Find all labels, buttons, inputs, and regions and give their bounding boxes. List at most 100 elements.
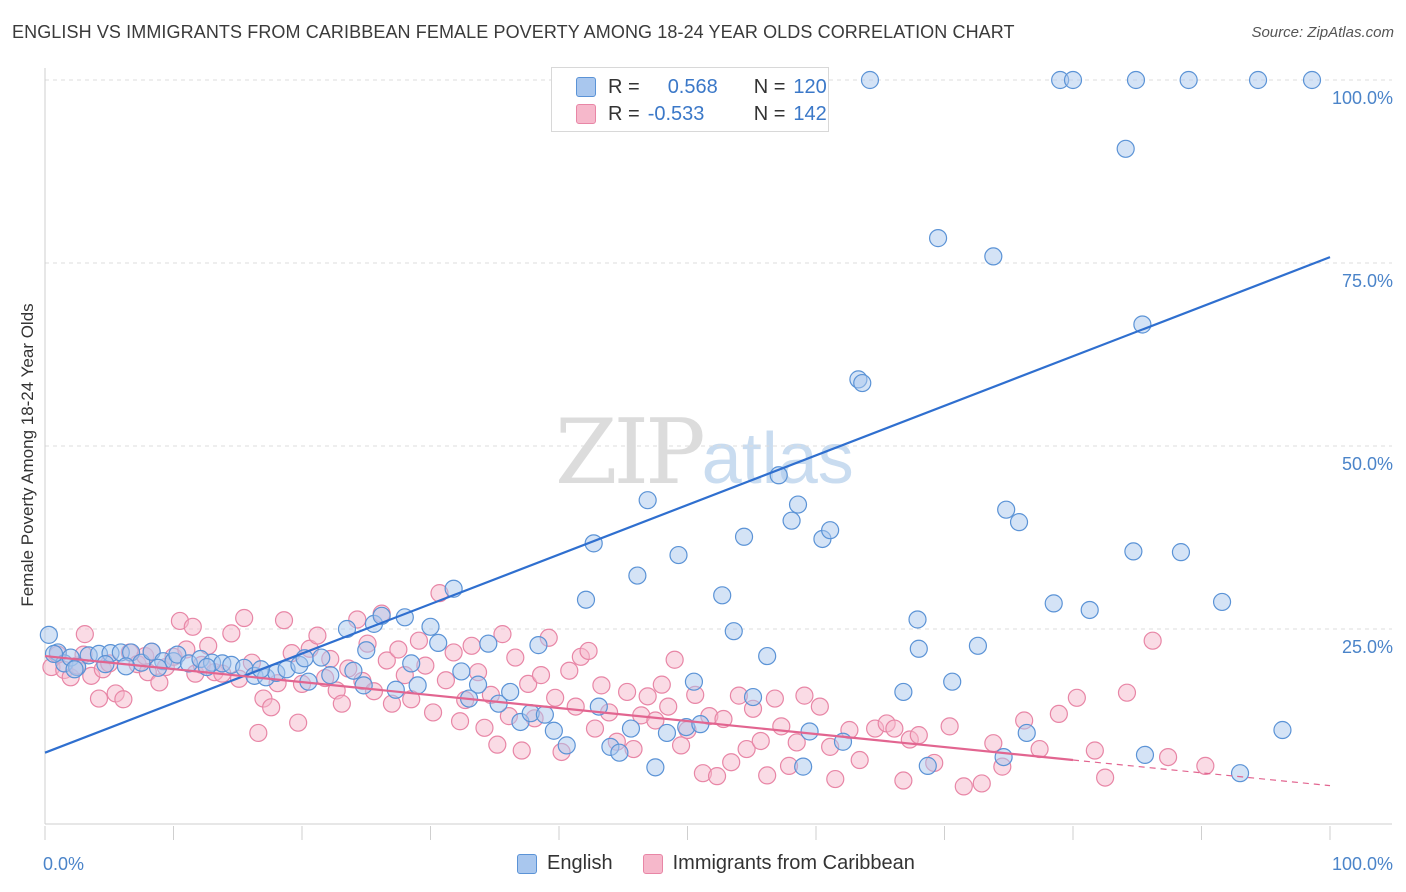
english-point xyxy=(1017,723,1036,743)
watermark-atlas: atlas xyxy=(701,419,854,499)
axes xyxy=(44,68,1392,840)
caribbean-point xyxy=(646,711,665,730)
english-point xyxy=(724,622,743,641)
english-point xyxy=(657,723,677,743)
english-point xyxy=(1230,764,1250,783)
english-point xyxy=(794,757,813,776)
caribbean-point xyxy=(722,753,741,772)
english-point xyxy=(344,661,363,680)
english-point xyxy=(788,495,808,514)
legend-item-english[interactable]: English xyxy=(517,852,613,875)
english-point xyxy=(943,672,962,691)
english-point xyxy=(691,715,710,734)
caribbean-point xyxy=(89,689,109,708)
caribbean-point xyxy=(409,631,429,650)
x-tick-label: 100.0% xyxy=(1332,854,1393,874)
caribbean-point xyxy=(531,666,551,685)
caribbean-point xyxy=(566,697,585,716)
caribbean-point xyxy=(618,682,637,702)
data-points xyxy=(39,70,1322,796)
english-point xyxy=(610,743,629,762)
caribbean-point xyxy=(665,650,684,669)
legend-item-caribbean[interactable]: Immigrants from Caribbean xyxy=(642,852,915,875)
caribbean-point xyxy=(894,771,913,790)
series-legend: English Immigrants from Caribbean xyxy=(517,852,945,875)
english-point xyxy=(994,747,1013,767)
caribbean-point xyxy=(751,731,770,751)
caribbean-point xyxy=(954,777,973,796)
caribbean-point xyxy=(850,750,869,770)
english-point xyxy=(357,641,376,660)
caribbean-point xyxy=(885,719,904,738)
english-point xyxy=(853,373,872,393)
english-point xyxy=(39,625,58,644)
caribbean-point xyxy=(1096,768,1115,787)
english-point xyxy=(1248,70,1268,90)
english-point xyxy=(928,229,948,248)
caribbean-r-value: -0.533 xyxy=(647,102,705,125)
caribbean-point xyxy=(585,719,605,738)
english-point xyxy=(734,527,754,546)
english-point xyxy=(321,666,340,685)
caribbean-point xyxy=(1067,688,1086,707)
caribbean-point xyxy=(707,767,727,786)
caribbean-point xyxy=(972,774,991,793)
english-point xyxy=(1171,543,1191,562)
english-point xyxy=(1009,513,1029,532)
english-point xyxy=(1044,594,1063,613)
caribbean-point xyxy=(652,675,671,694)
caribbean-point xyxy=(450,712,470,731)
caribbean-legend-swatch xyxy=(642,853,663,874)
english-point xyxy=(96,655,115,674)
x-tick-label: 0.0% xyxy=(43,854,84,874)
caribbean-point xyxy=(560,661,579,680)
tick-labels: 25.0% 50.0% 75.0% 100.0% 0.0% 100.0% xyxy=(43,88,1393,874)
english-point xyxy=(1063,70,1083,90)
correlation-legend: R = 0.568 N = 120 R = -0.533 N = 142 xyxy=(551,67,829,132)
english-point xyxy=(557,736,576,755)
english-point xyxy=(544,721,563,740)
english-point xyxy=(468,675,488,694)
english-point xyxy=(402,654,421,673)
english-point xyxy=(1302,70,1322,90)
gridlines xyxy=(45,79,1392,630)
y-tick-label: 25.0% xyxy=(1342,637,1393,657)
caribbean-point xyxy=(75,625,94,644)
caribbean-point xyxy=(222,624,241,643)
english-point xyxy=(312,648,331,667)
legend-n-label: N = xyxy=(753,102,786,125)
caribbean-point xyxy=(1143,631,1162,650)
legend-row-caribbean: R = -0.533 N = 142 xyxy=(576,101,827,127)
caribbean-point xyxy=(1049,704,1068,724)
caribbean-point xyxy=(659,697,678,716)
english-point xyxy=(116,657,136,676)
english-point xyxy=(968,636,988,655)
trend-lines xyxy=(44,256,1331,787)
english-point xyxy=(1080,600,1099,620)
caribbean-point xyxy=(737,739,756,759)
caribbean-point xyxy=(249,723,268,743)
caribbean-point xyxy=(787,733,806,752)
english-point xyxy=(638,491,657,510)
caribbean-swatch xyxy=(576,104,596,124)
caribbean-point xyxy=(579,641,598,661)
english-point xyxy=(408,676,427,695)
english-point xyxy=(894,682,913,702)
english-point xyxy=(821,521,840,540)
caribbean-point xyxy=(909,726,928,745)
english-legend-swatch xyxy=(517,853,537,874)
caribbean-trend-line xyxy=(44,654,1074,762)
caribbean-point xyxy=(546,688,565,707)
caribbean-point xyxy=(462,636,481,655)
english-point xyxy=(1126,70,1146,90)
english-point xyxy=(354,676,373,695)
english-trend-line xyxy=(44,256,1331,754)
caribbean-point xyxy=(308,626,327,645)
english-point xyxy=(1212,592,1232,612)
caribbean-point xyxy=(1117,683,1137,702)
caribbean-point xyxy=(795,686,814,705)
caribbean-point xyxy=(444,643,463,662)
english-swatch xyxy=(576,77,596,97)
caribbean-point xyxy=(493,625,512,644)
